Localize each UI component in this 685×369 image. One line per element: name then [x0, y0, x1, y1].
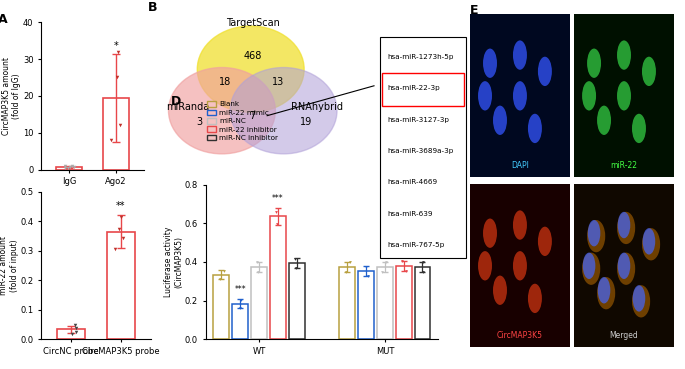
Text: *: * [114, 41, 119, 51]
Text: hsa-miR-3689a-3p: hsa-miR-3689a-3p [387, 148, 453, 154]
Text: ***: *** [234, 285, 246, 294]
Ellipse shape [513, 40, 527, 70]
Ellipse shape [230, 68, 337, 154]
Y-axis label: miR-22 amount
(fold of input): miR-22 amount (fold of input) [0, 236, 18, 295]
Y-axis label: Luciferase activity
(CircMAP3K5): Luciferase activity (CircMAP3K5) [164, 227, 183, 297]
Bar [214, 275, 229, 339]
Text: B: B [148, 1, 158, 14]
Text: miRanda: miRanda [166, 102, 210, 113]
Text: ***: *** [272, 194, 284, 203]
Ellipse shape [618, 253, 630, 279]
Bar [103, 98, 129, 170]
Ellipse shape [528, 114, 542, 143]
Text: TargetScan: TargetScan [226, 18, 279, 28]
Text: CircMAP3K5: CircMAP3K5 [497, 331, 543, 340]
Text: RNAhybrid: RNAhybrid [291, 102, 343, 113]
Ellipse shape [583, 253, 595, 279]
Text: 468: 468 [244, 51, 262, 61]
Ellipse shape [538, 57, 552, 86]
Text: 13: 13 [273, 77, 284, 87]
Ellipse shape [478, 81, 492, 110]
Ellipse shape [617, 40, 631, 70]
Ellipse shape [483, 49, 497, 78]
Y-axis label: CircMAP3K5 amount
(fold of IgG): CircMAP3K5 amount (fold of IgG) [2, 57, 21, 135]
Bar [396, 266, 412, 339]
Text: 3: 3 [197, 117, 202, 127]
Text: Merged: Merged [610, 331, 638, 340]
Ellipse shape [197, 26, 304, 112]
Ellipse shape [617, 253, 635, 285]
Text: A: A [0, 13, 8, 26]
Ellipse shape [617, 212, 635, 244]
Ellipse shape [538, 227, 552, 256]
Text: 19: 19 [300, 117, 312, 127]
Ellipse shape [598, 277, 610, 303]
Text: miR-22: miR-22 [610, 161, 638, 170]
FancyBboxPatch shape [380, 37, 466, 258]
Ellipse shape [493, 106, 507, 135]
Ellipse shape [513, 81, 527, 110]
Ellipse shape [582, 253, 600, 285]
Text: hsa-miR-3127-3p: hsa-miR-3127-3p [387, 117, 449, 123]
Text: hsa-miR-22-3p: hsa-miR-22-3p [387, 85, 440, 91]
Bar [377, 267, 393, 339]
Bar [574, 14, 674, 177]
Ellipse shape [597, 106, 611, 135]
Text: 18: 18 [219, 77, 231, 87]
Ellipse shape [587, 220, 606, 252]
Ellipse shape [588, 220, 600, 246]
Bar [107, 232, 134, 339]
Bar [58, 329, 85, 339]
Bar [470, 184, 570, 347]
Bar [232, 304, 248, 339]
Ellipse shape [642, 228, 660, 261]
Ellipse shape [513, 251, 527, 280]
Text: hsa-miR-639: hsa-miR-639 [387, 211, 432, 217]
Bar [270, 217, 286, 339]
Bar [470, 14, 570, 177]
Text: hsa-miR-4669: hsa-miR-4669 [387, 179, 437, 185]
Ellipse shape [483, 218, 497, 248]
Text: 7: 7 [249, 111, 256, 121]
Bar [358, 271, 374, 339]
Bar [56, 167, 82, 170]
Text: hsa-miR-767-5p: hsa-miR-767-5p [387, 242, 445, 248]
Bar [574, 184, 674, 347]
Ellipse shape [632, 114, 646, 143]
Ellipse shape [642, 57, 656, 86]
Legend: Blank, miR-22 mimic, miR-NC, miR-22 inhibitor, miR-NC inhibitor: Blank, miR-22 mimic, miR-NC, miR-22 inhi… [204, 98, 281, 144]
Bar [288, 263, 305, 339]
Text: **: ** [116, 201, 125, 211]
Ellipse shape [513, 210, 527, 240]
Ellipse shape [478, 251, 492, 280]
Text: hsa-miR-1273h-5p: hsa-miR-1273h-5p [387, 54, 453, 60]
Ellipse shape [597, 277, 615, 309]
Ellipse shape [618, 212, 630, 238]
Bar [251, 267, 267, 339]
Ellipse shape [617, 81, 631, 110]
Ellipse shape [633, 285, 645, 311]
Text: E: E [470, 4, 479, 17]
Ellipse shape [169, 68, 275, 154]
Text: DAPI: DAPI [511, 161, 529, 170]
Text: D: D [171, 94, 181, 108]
Ellipse shape [643, 228, 656, 255]
Bar [339, 267, 356, 339]
Ellipse shape [582, 81, 596, 110]
Bar [414, 267, 430, 339]
Ellipse shape [587, 49, 601, 78]
Ellipse shape [528, 284, 542, 313]
Ellipse shape [632, 285, 650, 317]
Ellipse shape [493, 276, 507, 305]
